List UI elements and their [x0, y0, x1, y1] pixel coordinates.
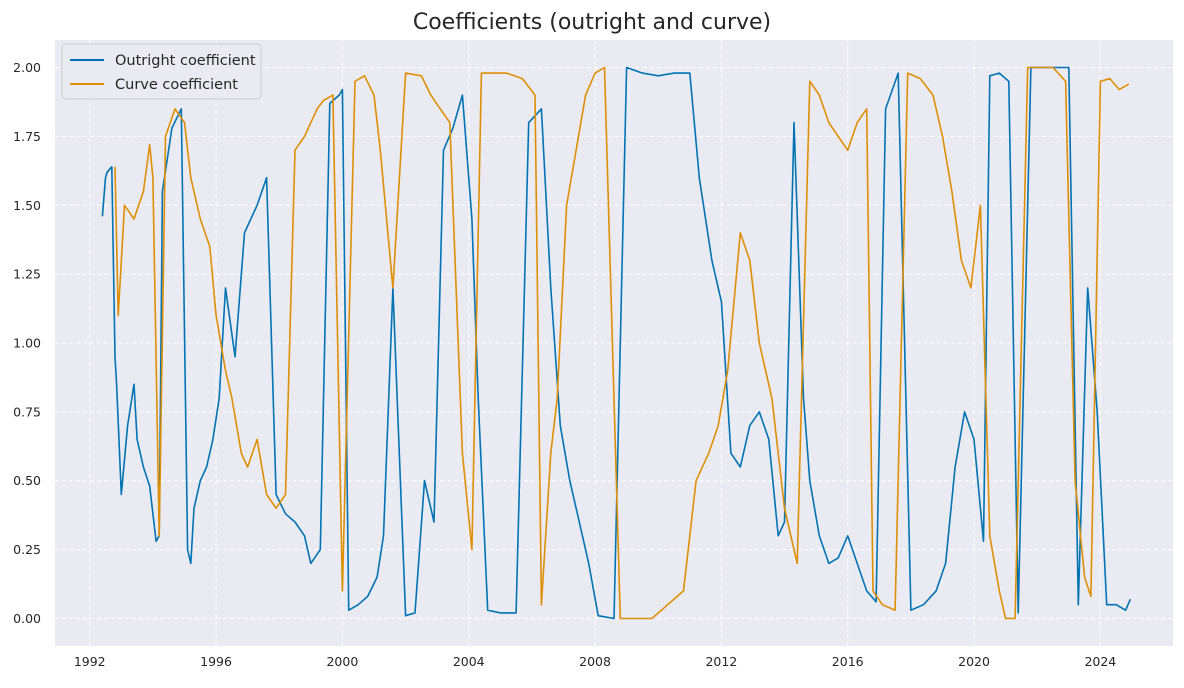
x-tick-label: 1992 [74, 654, 106, 669]
y-tick-label: 0.50 [13, 473, 41, 488]
legend: Outright coefficient Curve coefficient [61, 43, 262, 100]
x-tick-label: 2024 [1084, 654, 1116, 669]
y-tick-label: 2.00 [13, 60, 41, 75]
y-tick-label: 0.75 [13, 404, 41, 419]
x-tick-label: 2004 [453, 654, 485, 669]
series-layer [101, 66, 1132, 620]
y-tick-label: 1.25 [13, 267, 41, 282]
y-tick-label: 0.25 [13, 542, 41, 557]
chart-title: Coefficients (outright and curve) [413, 10, 771, 35]
x-tick-label: 2016 [832, 654, 864, 669]
y-tick-label: 0.00 [13, 611, 41, 626]
series-line-curve [114, 66, 1130, 620]
y-tick-label: 1.00 [13, 336, 41, 351]
x-tick-label: 2020 [958, 654, 990, 669]
x-tick-label: 2008 [579, 654, 611, 669]
legend-box [61, 43, 262, 100]
x-tick-label: 2012 [705, 654, 737, 669]
x-tick-label: 1996 [200, 654, 232, 669]
legend-label-outright: Outright coefficient [115, 53, 256, 69]
tick-labels: 0.00 0.25 0.50 0.75 1.00 1.25 1.50 1.75 2.00 1992… [13, 60, 1116, 669]
y-tick-label: 1.50 [13, 198, 41, 213]
legend-label-curve: Curve coefficient [115, 77, 238, 93]
y-tick-label: 1.75 [13, 129, 41, 144]
x-tick-label: 2000 [326, 654, 358, 669]
